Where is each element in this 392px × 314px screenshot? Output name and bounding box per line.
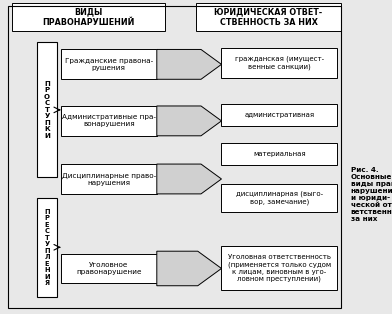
Bar (221, 143, 337, 165)
Text: Рис. 4.
Основные
виды право-
нарушений
и юриди-
ческой от-
ветственности
за них: Рис. 4. Основные виды право- нарушений и… (351, 167, 392, 223)
Polygon shape (157, 106, 221, 136)
Text: П
Р
Е
С
Т
У
П
Л
Е
Н
И
Я: П Р Е С Т У П Л Е Н И Я (44, 208, 50, 286)
Bar (61, 254, 157, 283)
Text: П
Р
О
С
Т
У
П
К
И: П Р О С Т У П К И (44, 81, 50, 139)
Bar (221, 246, 337, 290)
Bar (221, 184, 337, 212)
Text: материальная: материальная (253, 151, 306, 157)
Bar (221, 48, 337, 78)
Text: дисциплинарная (выго-
вор, замечание): дисциплинарная (выго- вор, замечание) (236, 191, 323, 205)
Bar (61, 49, 157, 79)
Bar (37, 198, 57, 297)
Bar (12, 3, 165, 31)
Text: административная: административная (244, 111, 314, 118)
Bar (61, 106, 157, 136)
Bar (221, 104, 337, 126)
Text: ВИДЫ
ПРАВОНАРУШЕНИЙ: ВИДЫ ПРАВОНАРУШЕНИЙ (42, 8, 134, 27)
Bar (8, 6, 341, 308)
Text: Дисциплинарные право-
нарушения: Дисциплинарные право- нарушения (62, 172, 156, 186)
Polygon shape (157, 251, 221, 286)
Text: Уголовная ответственность
(применяется только судом
к лицам, виновным в уго-
лов: Уголовная ответственность (применяется т… (228, 254, 331, 283)
Polygon shape (157, 164, 221, 194)
Text: гражданская (имущест-
венные санкции): гражданская (имущест- венные санкции) (235, 56, 324, 70)
Bar (37, 42, 57, 177)
Bar (61, 164, 157, 194)
Bar (196, 3, 341, 31)
Text: Уголовное
правонарушение: Уголовное правонарушение (76, 262, 142, 275)
Text: ЮРИДИЧЕСКАЯ ОТВЕТ-
СТВЕННОСТЬ ЗА НИХ: ЮРИДИЧЕСКАЯ ОТВЕТ- СТВЕННОСТЬ ЗА НИХ (214, 8, 323, 27)
Text: Административные пра-
вонарушения: Административные пра- вонарушения (62, 114, 156, 127)
Text: Гражданские правона-
рушения: Гражданские правона- рушения (65, 58, 153, 71)
Polygon shape (157, 49, 221, 79)
